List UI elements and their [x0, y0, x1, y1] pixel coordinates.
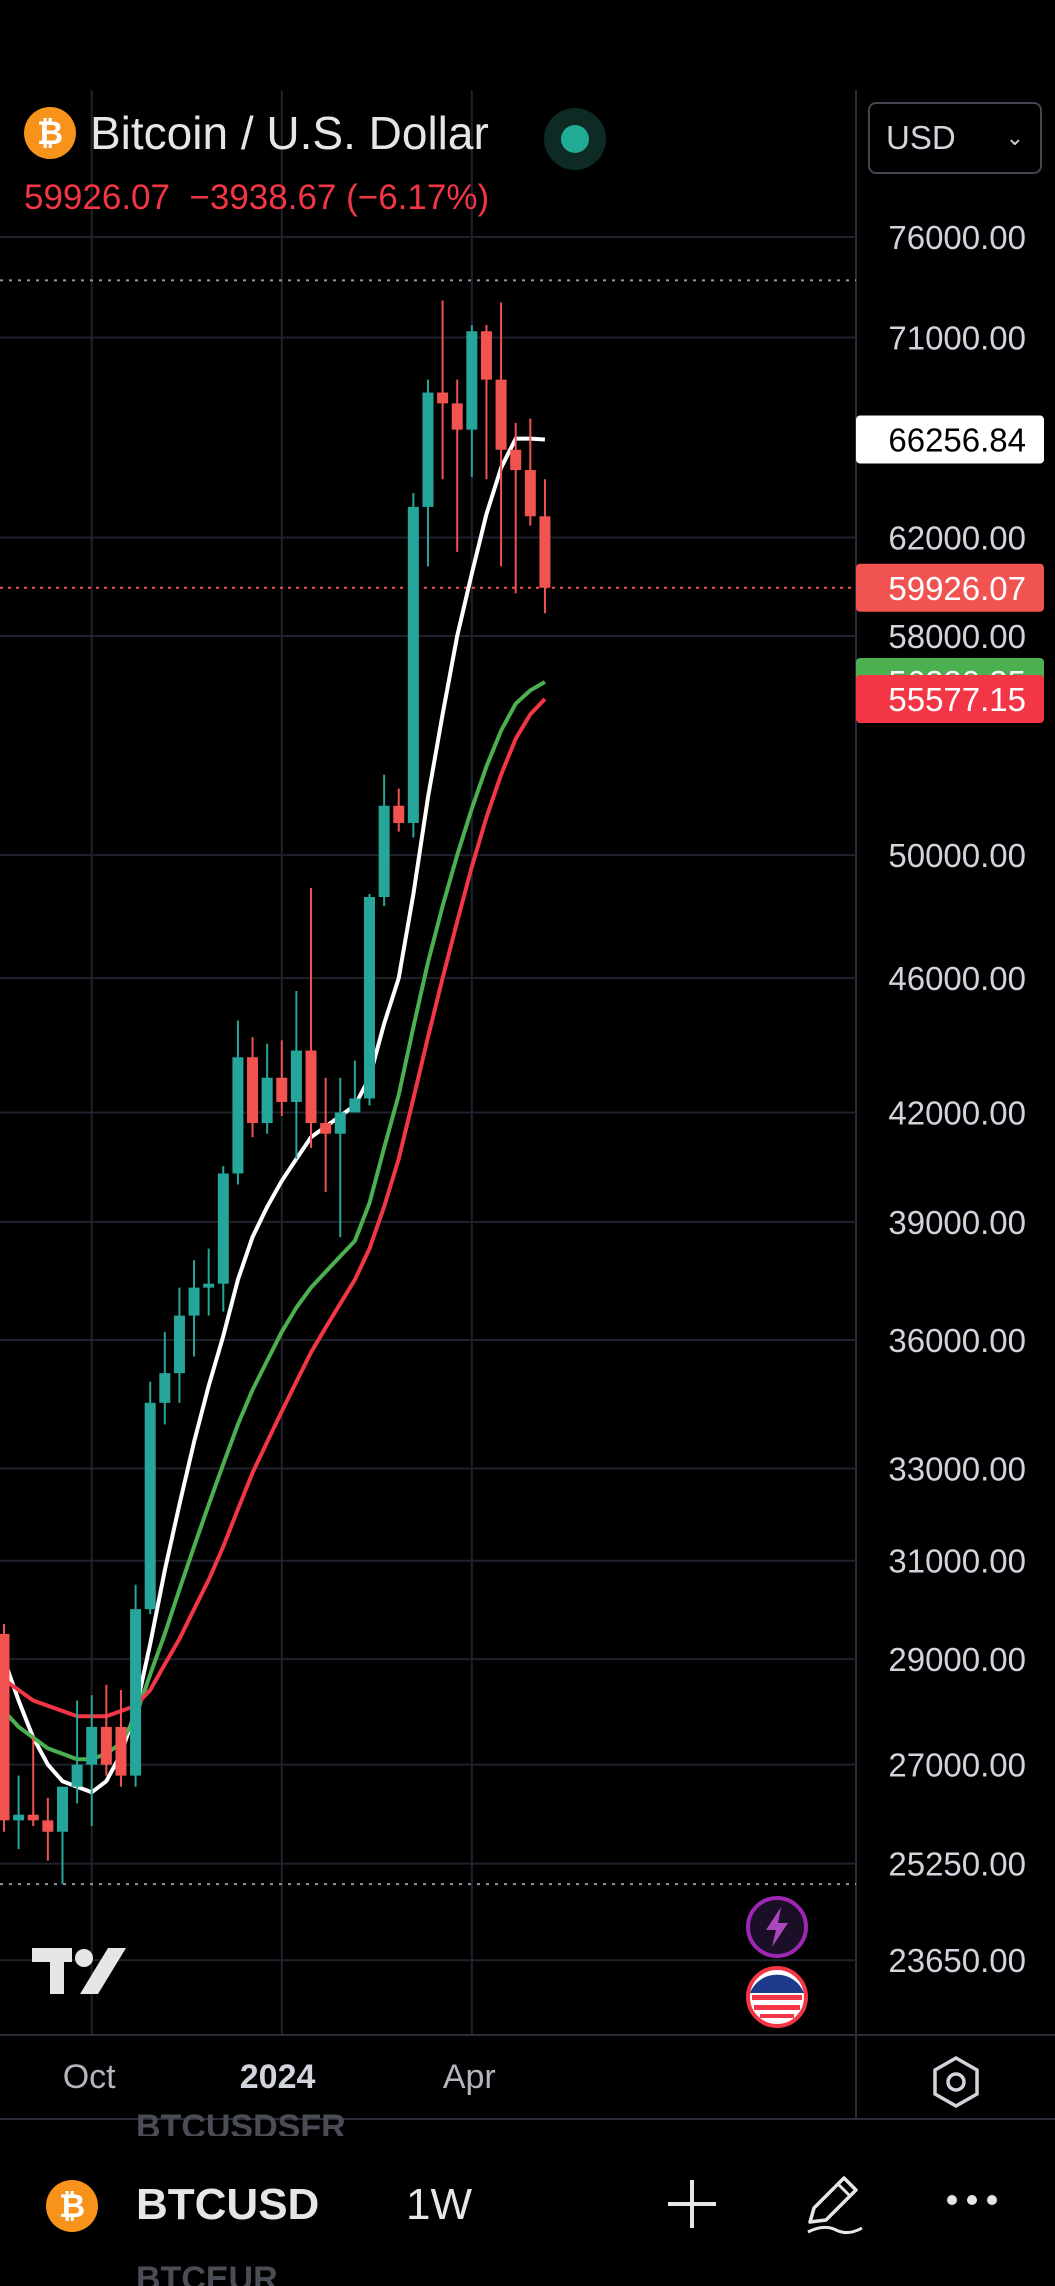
candle-body	[100, 1726, 112, 1765]
price-tick-label: 29000.00	[888, 1641, 1026, 1678]
candle-body	[378, 805, 390, 898]
symbol-header[interactable]: ₿ Bitcoin / U.S. Dollar	[24, 106, 489, 160]
candle-body	[203, 1283, 215, 1288]
price-tick-label: 39000.00	[888, 1204, 1026, 1241]
moving-average-line	[2, 680, 546, 1762]
candle-body	[510, 449, 522, 471]
tradingview-logo-icon	[32, 1948, 126, 1994]
candle-body	[130, 1609, 142, 1776]
candle-body	[247, 1057, 259, 1124]
last-price: 59926.07	[24, 178, 170, 217]
time-tick-label: Apr	[442, 2058, 496, 2096]
timeframe-button[interactable]: 1W	[406, 2180, 472, 2229]
candle-body	[407, 506, 419, 823]
price-label-text: 59926.07	[888, 570, 1026, 607]
candle-body	[188, 1287, 200, 1316]
candle-body	[349, 1098, 361, 1113]
currency-label: USD	[886, 119, 956, 156]
candle-body	[13, 1814, 25, 1821]
price-tick-label: 23650.00	[888, 1942, 1026, 1979]
price-label-text: 55577.15	[888, 681, 1026, 718]
lightning-event-icon[interactable]	[744, 1894, 810, 1960]
candle-body	[115, 1726, 127, 1776]
candle-body	[86, 1726, 98, 1765]
price-axis: 76000.00 71000.00 62000.00 58000.00 50000.00…	[888, 219, 1026, 1979]
chevron-down-icon: ⌄	[1005, 125, 1024, 150]
ghost-symbol-top: BTCUSDSFR	[136, 2108, 346, 2136]
price-tick-label: 31000.00	[888, 1543, 1026, 1580]
candle-body	[261, 1077, 273, 1124]
candle-body	[42, 1820, 54, 1832]
price-label-box	[856, 415, 1044, 464]
symbol-search-button[interactable]: BTCUSD	[136, 2180, 320, 2229]
candle-body	[217, 1173, 229, 1284]
price-tick-label: 76000.00	[888, 219, 1026, 256]
more-options-icon[interactable]	[944, 2180, 1000, 2220]
ghost-symbol-bottom: BTCEUR	[136, 2260, 278, 2286]
price-tick-label: 71000.00	[888, 319, 1026, 356]
price-tick-label: 62000.00	[888, 520, 1026, 557]
moving-average-line	[2, 697, 547, 1719]
price-tick-label: 58000.00	[888, 618, 1026, 655]
candle-body	[173, 1315, 185, 1374]
price-chart[interactable]: 76000.00 71000.00 62000.00 58000.00 50000.00…	[0, 0, 1055, 2120]
price-quote: 59926.07 −3938.67 (−6.17%)	[24, 178, 489, 218]
price-tick-label: 25250.00	[888, 1846, 1026, 1883]
candle-body	[539, 516, 551, 588]
candle-body	[56, 1786, 68, 1832]
price-change: −3938.67 (−6.17%)	[189, 178, 490, 217]
price-tick-label: 36000.00	[888, 1322, 1026, 1359]
candle-body	[495, 379, 507, 450]
currency-selector[interactable]: USD ⌄	[868, 102, 1042, 174]
price-tick-label: 50000.00	[888, 837, 1026, 874]
bottom-toolbar	[0, 2122, 1055, 2286]
candle-body	[276, 1077, 288, 1102]
candle-body	[334, 1112, 346, 1134]
moving-averages	[2, 436, 547, 1795]
candle-body	[466, 331, 478, 430]
us-flag-event-icon[interactable]	[744, 1964, 810, 2030]
candle-body	[364, 897, 375, 1099]
candle-body	[320, 1123, 332, 1134]
candle-body	[437, 392, 449, 404]
time-tick-label: 2024	[239, 2058, 316, 2096]
candle-body	[0, 1633, 10, 1821]
plus-icon[interactable]	[666, 2178, 718, 2230]
time-tick-label: Oct	[62, 2058, 116, 2096]
candle-body	[422, 392, 434, 507]
toolbar-separator	[0, 2118, 1055, 2120]
candle-body	[159, 1373, 171, 1403]
reference-lines	[0, 279, 856, 1886]
candle-body	[71, 1764, 83, 1787]
candle-body	[480, 331, 492, 380]
axis-separator	[0, 2034, 1055, 2036]
moving-average-line	[2, 436, 546, 1795]
price-tick-label: 46000.00	[888, 960, 1026, 997]
candlesticks	[0, 300, 551, 1885]
candle-body	[144, 1402, 156, 1610]
candle-body	[290, 1050, 302, 1102]
market-status-icon[interactable]	[544, 108, 606, 170]
price-label-box	[856, 563, 1044, 612]
price-label-box	[856, 674, 1044, 723]
bitcoin-icon: ₿	[24, 107, 76, 159]
candle-body	[27, 1814, 39, 1821]
candle-body	[305, 1050, 317, 1124]
candle-body	[232, 1057, 244, 1174]
candle-body	[451, 403, 463, 430]
price-tick-label: 42000.00	[888, 1094, 1026, 1131]
bitcoin-icon: ₿	[46, 2180, 98, 2232]
candle-body	[393, 805, 405, 823]
price-tick-label: 33000.00	[888, 1450, 1026, 1487]
symbol-title: Bitcoin / U.S. Dollar	[90, 107, 489, 159]
price-label-text: 66256.84	[888, 422, 1026, 459]
draw-pen-icon[interactable]	[800, 2170, 866, 2236]
price-tick-label: 27000.00	[888, 1747, 1026, 1784]
candle-body	[524, 470, 536, 517]
settings-icon[interactable]	[928, 2054, 984, 2110]
